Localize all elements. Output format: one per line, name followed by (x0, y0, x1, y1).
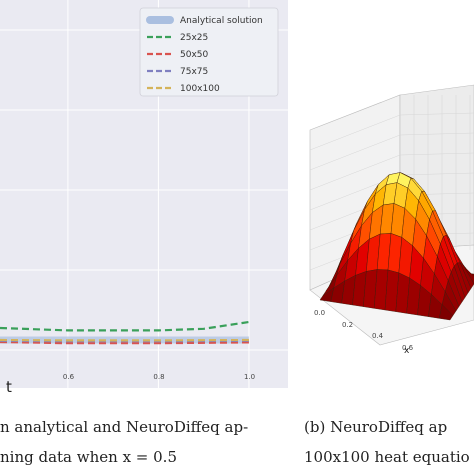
pane-grid-line (399, 132, 474, 136)
x-tick-labels-3d: 0.0 0.2 0.4 0.6 (314, 309, 414, 352)
x-axis-label-3d: x (404, 346, 410, 356)
pane-grid-line (399, 172, 474, 176)
comparison-line-chart: 0.6 0.8 1.0 t Analytical solution 25x25 50x5… (0, 0, 288, 396)
pane-grid-line (309, 154, 401, 191)
x-tick-label: 0.8 (153, 373, 164, 381)
series-line-25x25 (0, 320, 250, 332)
series-lines (0, 320, 250, 345)
legend-label: 25x25 (180, 33, 208, 43)
caption-left-line1: n analytical and NeuroDiffeq ap- (0, 418, 249, 436)
x-tick-label: 1.0 (244, 373, 255, 381)
x-tick-label-3d: 0.2 (342, 321, 353, 329)
pane-grid-line (399, 152, 474, 156)
x-tick-label-3d: 0.4 (372, 332, 384, 340)
pane-grid-line (399, 112, 474, 116)
caption-right-line1: (b) NeuroDiffeq ap (304, 418, 448, 436)
heat-surface-3d-plot: 0.0 0.2 0.4 0.6 x (309, 84, 474, 356)
x-tick-labels: 0.6 0.8 1.0 (63, 373, 255, 381)
surface-facet (438, 304, 454, 321)
pane-grid-line (309, 114, 401, 151)
legend-box (139, 7, 279, 97)
legend-label: 50x50 (180, 50, 209, 60)
legend-label: Analytical solution (180, 16, 263, 26)
legend: Analytical solution 25x25 50x50 75x75 100x10… (139, 7, 279, 97)
legend-swatch (146, 16, 174, 24)
surface-mesh (319, 172, 474, 321)
caption-right-line2: 100x100 heat equatio (304, 448, 470, 466)
legend-label: 75x75 (180, 67, 208, 77)
pane-grid-line (309, 134, 401, 171)
legend-items: Analytical solution 25x25 50x50 75x75 100x10… (146, 16, 263, 94)
series-line-50x50 (0, 340, 249, 345)
x-tick-label-3d: 0.6 (402, 344, 414, 352)
x-tick-label-3d: 0.0 (314, 309, 325, 317)
legend-label: 100x100 (180, 84, 220, 94)
x-axis-label: t (6, 378, 12, 396)
caption-left-line2: ning data when x = 0.5 (0, 448, 177, 466)
x-tick-label: 0.6 (63, 373, 75, 381)
